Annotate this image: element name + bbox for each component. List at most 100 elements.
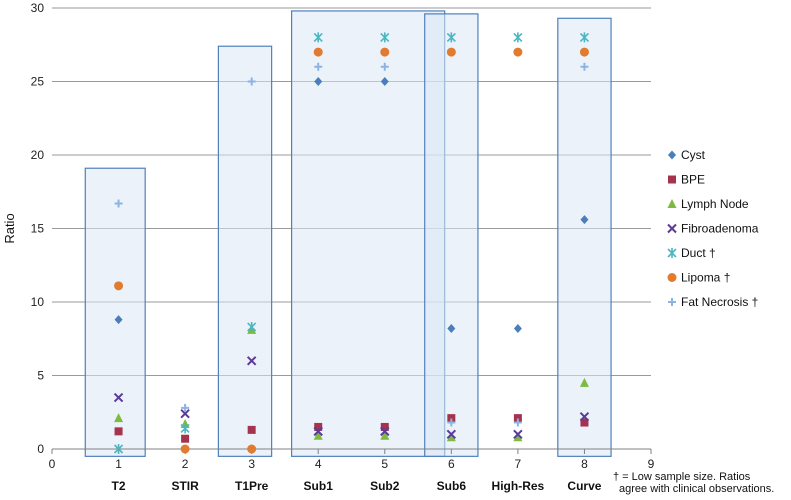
data-points [113,32,590,454]
point-fat-necrosis [114,199,123,208]
point-bpe [580,418,589,427]
footnote-line: agree with clinical observations. [619,483,774,495]
legend-marker-lymph-node [667,199,677,208]
category-label: Sub6 [437,479,467,493]
x-tick-label: 6 [448,457,455,471]
point-fat-necrosis [580,62,589,71]
x-tick-label: 5 [381,457,388,471]
y-tick-label: 20 [31,148,45,162]
highlight-box [557,17,612,457]
point-duct [113,444,124,454]
point-lipoma [247,444,257,454]
category-label: T1Pre [235,479,269,493]
point-bpe [247,425,256,434]
x-tick-label: 7 [515,457,522,471]
legend-label-bpe: BPE [681,173,705,187]
legend-marker-lipoma [667,273,677,282]
axes: 0 5 10 15 20 25 30 0 1 2 3 4 5 6 7 8 9 T2 STIR T1Pre Sub1 Sub… [31,1,655,493]
point-lipoma [513,47,523,57]
point-bpe [181,434,190,443]
point-duct [513,32,523,43]
legend-label-lipoma: Lipoma † [681,271,730,285]
highlight-boxes [84,10,612,457]
y-tick-label: 0 [37,442,44,456]
x-tick-label: 4 [315,457,322,471]
point-bpe [513,414,522,423]
point-duct [313,32,323,43]
y-axis-label: Ratio [2,213,17,243]
point-lymph-node [513,432,523,442]
point-fibroadenoma [380,426,390,437]
x-tick-label: 1 [115,457,122,471]
point-cyst [380,77,389,86]
point-bpe [314,422,323,431]
x-tick-label: 9 [648,457,655,471]
point-fibroadenoma [113,392,124,403]
point-bpe [447,414,456,423]
y-tick-label: 15 [31,222,45,236]
point-fat-necrosis [181,403,190,412]
point-cyst [447,323,456,333]
category-label: Curve [567,479,601,493]
legend-label-duct: Duct † [681,246,716,260]
point-cyst [114,315,123,325]
highlight-box [217,45,273,457]
legend-label-fat-necrosis: Fat Necrosis † [681,295,758,309]
highlight-box [84,167,146,457]
category-label: Sub2 [370,479,400,493]
point-fibroadenoma [579,411,590,422]
legend-marker-duct [667,248,677,258]
highlight-box [424,13,479,457]
point-duct [180,423,190,434]
legend-marker-cyst [668,150,676,160]
point-lipoma [313,47,323,57]
legend-label-cyst: Cyst [681,148,706,162]
point-bpe [380,422,389,431]
legend-label-lymph-node: Lymph Node [681,197,749,211]
point-duct [247,321,257,332]
x-tick-label: 8 [581,457,588,471]
point-lymph-node [446,432,456,442]
legend-marker-fibroadenoma [667,223,677,234]
point-fibroadenoma [180,409,190,419]
legend: Cyst BPE Lymph Node Fibroadenoma Duct † Lipom… [667,148,759,309]
point-fibroadenoma [246,356,257,366]
category-label: Sub1 [304,479,334,493]
point-fibroadenoma [513,429,523,440]
point-duct [579,32,590,43]
point-lipoma [446,47,456,57]
footnote-line: † = Low sample size. Ratios [613,471,751,483]
point-lymph-node [114,413,124,423]
x-tick-label: 3 [248,457,255,471]
point-lipoma [579,47,589,57]
x-tick-label: 2 [182,457,189,471]
legend-label-fibroadenoma: Fibroadenoma [681,222,759,236]
point-cyst [580,215,589,225]
point-fibroadenoma [446,429,457,440]
category-label: STIR [171,479,199,493]
point-bpe [114,427,123,436]
y-tick-label: 30 [31,1,45,15]
point-cyst [513,323,522,333]
y-tick-label: 10 [31,295,45,309]
highlight-box [291,10,446,457]
point-fibroadenoma [313,426,323,437]
point-lipoma [180,444,190,454]
x-tick-label: 0 [49,457,56,471]
point-lipoma [114,281,124,291]
point-fat-necrosis [447,418,456,427]
point-fat-necrosis [380,62,389,71]
point-lymph-node [579,377,589,387]
point-lymph-node [313,430,323,440]
point-cyst [314,77,323,86]
point-duct [380,32,390,43]
point-fat-necrosis [247,77,256,86]
point-duct [446,32,456,43]
point-lymph-node [380,430,390,440]
legend-marker-bpe [668,175,676,184]
y-tick-label: 25 [31,75,45,89]
y-tick-label: 5 [37,369,44,383]
point-lipoma [380,47,390,57]
